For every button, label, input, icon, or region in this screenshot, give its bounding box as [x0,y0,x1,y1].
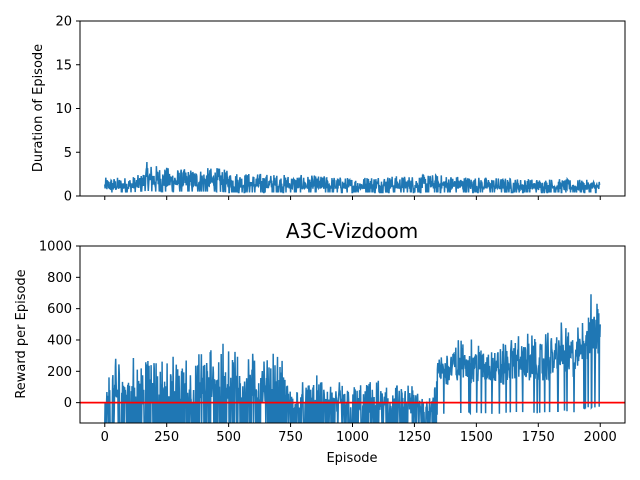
x-tick-label: 250 [154,430,179,445]
y-tick-label: 1000 [39,240,72,255]
y-tick-label: 15 [55,58,72,73]
x-tick-label: 1500 [460,430,493,445]
reward-y-axis-label: Reward per Episode [14,269,29,398]
series-line [104,161,601,194]
y-tick-label: 200 [47,365,72,380]
x-tick-label: 1000 [336,430,369,445]
x-tick-label: 750 [278,430,303,445]
y-tick-label: 800 [47,271,72,286]
duration-axes-frame [79,20,626,197]
y-tick-label: 0 [64,190,72,205]
duration-panel: 0 5 10 15 20 Duration of Episode [31,15,626,205]
duration-series [104,161,601,194]
x-tick-label: 1250 [398,430,431,445]
reward-axes-frame [79,245,626,424]
reward-x-ticks: 0 250 500 750 1000 1250 1500 1750 2000 [101,423,617,445]
x-tick-label: 1750 [522,430,555,445]
reward-y-ticks: 0 200 400 600 800 1000 [39,240,80,411]
y-tick-label: 20 [55,15,72,30]
y-tick-label: 10 [55,102,72,117]
duration-y-axis-label: Duration of Episode [31,44,46,172]
y-tick-label: 400 [47,333,72,348]
duration-y-ticks: 0 5 10 15 20 [55,15,80,205]
y-tick-label: 600 [47,302,72,317]
y-tick-label: 0 [64,396,72,411]
x-tick-label: 500 [216,430,241,445]
reward-panel: 0 250 500 750 1000 1250 1500 1750 2000 0 200 400 60… [14,219,626,466]
duration-x-ticks [104,196,601,200]
series-line [104,294,601,423]
x-tick-label: 0 [101,430,109,445]
y-tick-label: 5 [64,146,72,161]
x-axis-label: Episode [326,451,377,466]
reward-series [104,294,601,423]
x-tick-label: 2000 [584,430,617,445]
chart-title: A3C-Vizdoom [286,219,418,243]
